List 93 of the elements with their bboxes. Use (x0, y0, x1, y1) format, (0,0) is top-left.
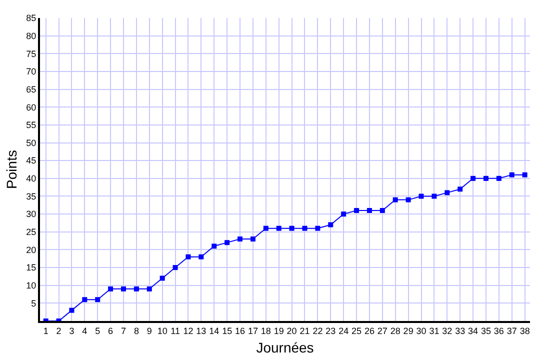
point (444, 190, 450, 196)
y-tick-label: 70 (26, 66, 36, 77)
y-tick-label: 35 (26, 191, 36, 202)
x-tick-label: 31 (429, 326, 440, 336)
point (380, 208, 385, 213)
x-tick-label: 22 (312, 326, 323, 336)
point (328, 222, 334, 228)
y-tick-label: 25 (26, 227, 36, 238)
x-tick-label: 2 (56, 326, 62, 336)
x-tick-label: 38 (520, 326, 530, 336)
point (172, 265, 178, 270)
point (276, 226, 282, 231)
x-tick-label: 14 (209, 326, 220, 336)
point (483, 176, 488, 181)
point (406, 197, 411, 202)
point (496, 176, 502, 181)
point (509, 172, 514, 178)
x-tick-label: 10 (157, 326, 168, 336)
x-axis-title: Journées (256, 340, 314, 356)
x-tick-label: 8 (134, 326, 139, 336)
point (198, 254, 204, 260)
y-tick-label: 75 (26, 48, 36, 59)
point (69, 308, 74, 313)
x-tick-label: 9 (146, 326, 152, 336)
x-tick-label: 24 (338, 326, 349, 336)
x-tick-label: 4 (82, 326, 88, 336)
x-tick-label: 16 (235, 326, 246, 336)
y-tick-label: 60 (26, 102, 36, 112)
x-tick-label: 6 (108, 326, 114, 336)
point (418, 194, 424, 199)
y-axis-title: Points (3, 150, 20, 189)
point (289, 226, 294, 231)
point (302, 226, 308, 231)
point (146, 286, 152, 292)
x-tick-label: 11 (170, 326, 180, 336)
x-tick-label: 28 (390, 326, 400, 336)
point (108, 286, 114, 292)
point (470, 176, 476, 181)
point (458, 186, 463, 192)
x-tick-label: 25 (352, 326, 362, 336)
point (186, 254, 191, 260)
x-tick-label: 34 (468, 326, 478, 336)
x-tick-label: 3 (69, 326, 74, 336)
x-tick-label: 7 (120, 326, 126, 336)
x-tick-label: 32 (442, 326, 452, 336)
x-tick-label: 36 (494, 326, 504, 336)
x-tick-label: 19 (274, 326, 284, 336)
y-tick-label: 80 (26, 30, 36, 41)
point (160, 276, 165, 281)
point (224, 240, 230, 246)
y-tick-label: 10 (26, 280, 36, 290)
x-tick-label: 1 (43, 326, 48, 336)
y-tick-label: 45 (26, 156, 36, 166)
x-tick-label: 17 (248, 326, 258, 336)
point (212, 244, 217, 249)
y-tick-label: 20 (26, 244, 36, 255)
point (82, 297, 88, 302)
point (341, 212, 346, 217)
y-tick-label: 65 (26, 84, 36, 94)
x-tick-label: 21 (300, 326, 310, 336)
x-tick-label: 20 (286, 326, 297, 336)
x-tick-label: 26 (364, 326, 374, 336)
point (263, 226, 268, 231)
x-tick-label: 37 (506, 326, 517, 336)
x-tick-label: 18 (260, 326, 271, 336)
y-tick-label: 40 (26, 174, 36, 184)
y-tick-label: 50 (26, 138, 36, 148)
point (366, 208, 372, 213)
point (134, 286, 139, 292)
y-tick-label: 85 (26, 13, 36, 24)
y-tick-label: 55 (26, 120, 36, 130)
x-tick-label: 13 (196, 326, 206, 336)
x-tick-label: 23 (326, 326, 336, 336)
point (354, 208, 360, 213)
point (238, 236, 243, 242)
x-tick-label: 5 (95, 326, 100, 336)
point (522, 172, 528, 178)
y-tick-label: 5 (31, 298, 36, 308)
x-tick-label: 27 (377, 326, 388, 336)
point (95, 297, 100, 302)
point (432, 194, 437, 199)
x-tick-label: 12 (183, 326, 194, 336)
x-tick-label: 29 (403, 326, 414, 336)
x-tick-label: 33 (455, 326, 466, 336)
point (250, 236, 256, 242)
x-tick-label: 15 (222, 326, 232, 336)
y-tick-label: 30 (26, 209, 36, 220)
point (315, 226, 320, 231)
x-tick-label: 30 (416, 326, 426, 336)
point (392, 197, 398, 202)
y-tick-label: 15 (26, 262, 36, 273)
point (121, 286, 126, 292)
x-tick-label: 35 (480, 326, 491, 336)
